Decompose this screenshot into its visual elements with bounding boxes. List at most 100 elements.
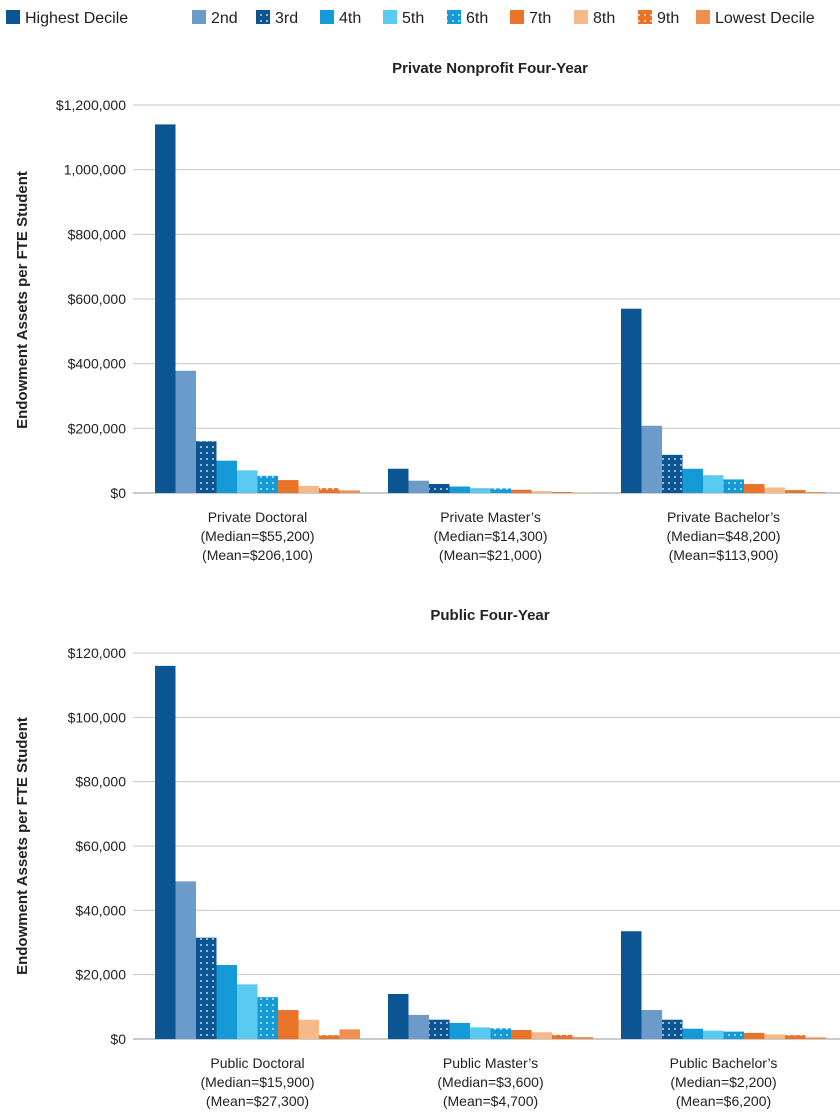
- bar-1-6: [258, 997, 279, 1039]
- bar-2-9: [552, 492, 573, 493]
- chart-panel-public: Public Four-Year Endowment Assets per FTE…: [14, 607, 840, 1109]
- bar-1-8: [299, 1020, 320, 1039]
- y-tick-label: $600,000: [68, 291, 127, 307]
- bar-1-6: [258, 476, 279, 493]
- bar-3-1: [621, 309, 642, 493]
- bar-3-4: [683, 1029, 704, 1039]
- bar-1-9: [319, 488, 340, 493]
- y-tick-label: 1,000,000: [64, 162, 126, 178]
- y-tick-label: $120,000: [68, 645, 127, 661]
- legend-label-5: 6th: [466, 10, 488, 27]
- legend-swatch-2: [256, 10, 270, 24]
- y-tick-label: $400,000: [68, 356, 127, 372]
- y-tick-label: $1,200,000: [56, 97, 126, 113]
- bar-3-5: [703, 475, 724, 493]
- y-tick-label: $20,000: [75, 967, 126, 983]
- bar-3-3: [662, 1020, 683, 1039]
- legend-label-3: 4th: [339, 10, 361, 27]
- x-tick-label: (Mean=$21,000): [439, 547, 542, 563]
- bar-3-3: [662, 455, 683, 493]
- legend-swatch-6: [510, 10, 524, 24]
- bar-2-8: [532, 1032, 553, 1039]
- x-tick-label: (Median=$14,300): [433, 528, 547, 544]
- legend-label-7: 8th: [593, 10, 615, 27]
- bar-3-6: [724, 479, 745, 493]
- legend-label-2: 3rd: [275, 10, 298, 27]
- bar-1-5: [237, 984, 258, 1039]
- bar-2-9: [552, 1035, 573, 1039]
- bar-3-5: [703, 1031, 724, 1039]
- bar-2-10: [573, 1037, 594, 1039]
- bar-1-5: [237, 470, 258, 493]
- bar-2-4: [450, 1023, 471, 1039]
- x-tick-label: (Mean=$113,900): [669, 547, 779, 563]
- bar-2-1: [388, 469, 409, 493]
- y-tick-label: $80,000: [75, 774, 126, 790]
- x-tick-label: (Median=$55,200): [200, 528, 314, 544]
- y-tick-label: $0: [110, 1031, 126, 1047]
- y-tick-label: $800,000: [68, 226, 127, 242]
- x-tick-label: (Mean=$27,300): [206, 1093, 309, 1109]
- bar-3-7: [744, 484, 765, 493]
- bar-3-10: [806, 1037, 827, 1039]
- bar-3-8: [765, 1034, 786, 1039]
- bar-1-10: [340, 1029, 361, 1039]
- legend-label-6: 7th: [529, 10, 551, 27]
- bar-2-5: [470, 1027, 491, 1039]
- bar-2-6: [491, 488, 512, 493]
- y-tick-label: $40,000: [75, 902, 126, 918]
- x-tick-label: (Mean=$6,200): [676, 1093, 771, 1109]
- legend-swatch-7: [574, 10, 588, 24]
- chart-title: Public Four-Year: [430, 607, 549, 624]
- bar-1-4: [217, 461, 238, 493]
- bar-3-1: [621, 931, 642, 1039]
- x-tick-label: Private Master’s: [440, 509, 541, 525]
- bar-2-2: [409, 481, 430, 493]
- y-axis-label: Endowment Assets per FTE Student: [14, 717, 31, 975]
- x-tick-label: (Median=$2,200): [670, 1074, 776, 1090]
- x-tick-label: (Mean=$4,700): [443, 1093, 538, 1109]
- legend-swatch-8: [638, 10, 652, 24]
- bar-1-7: [278, 1010, 299, 1039]
- legend-swatch-5: [447, 10, 461, 24]
- bar-1-3: [196, 441, 217, 493]
- x-tick-label: Public Bachelor’s: [670, 1055, 778, 1071]
- bar-2-7: [511, 490, 532, 493]
- bar-1-1: [155, 666, 176, 1039]
- bar-3-2: [642, 1010, 663, 1039]
- bar-2-3: [429, 484, 450, 493]
- x-tick-label: Public Doctoral: [210, 1055, 304, 1071]
- bar-3-6: [724, 1032, 745, 1039]
- legend-swatch-3: [320, 10, 334, 24]
- legend-label-1: 2nd: [211, 10, 238, 27]
- bar-1-2: [176, 371, 197, 493]
- bar-2-3: [429, 1020, 450, 1039]
- bar-2-4: [450, 487, 471, 493]
- legend-swatch-4: [383, 10, 397, 24]
- x-tick-label: (Median=$3,600): [437, 1074, 543, 1090]
- bar-2-6: [491, 1028, 512, 1039]
- bar-2-2: [409, 1015, 430, 1039]
- bar-3-7: [744, 1033, 765, 1039]
- bar-3-10: [806, 492, 827, 493]
- legend-label-0: Highest Decile: [25, 10, 128, 27]
- legend-swatch-0: [6, 10, 20, 24]
- y-tick-label: $200,000: [68, 420, 127, 436]
- legend-swatch-9: [696, 10, 710, 24]
- x-tick-label: Public Master’s: [443, 1055, 538, 1071]
- bar-2-5: [470, 488, 491, 493]
- bar-1-2: [176, 881, 197, 1039]
- bar-3-2: [642, 426, 663, 493]
- bar-3-8: [765, 488, 786, 493]
- y-tick-label: $100,000: [68, 709, 127, 725]
- x-tick-label: (Median=$15,900): [200, 1074, 314, 1090]
- bar-2-7: [511, 1030, 532, 1039]
- y-axis-label: Endowment Assets per FTE Student: [14, 171, 31, 429]
- bar-1-7: [278, 480, 299, 493]
- x-tick-label: (Mean=$206,100): [202, 547, 313, 563]
- bar-1-8: [299, 486, 320, 493]
